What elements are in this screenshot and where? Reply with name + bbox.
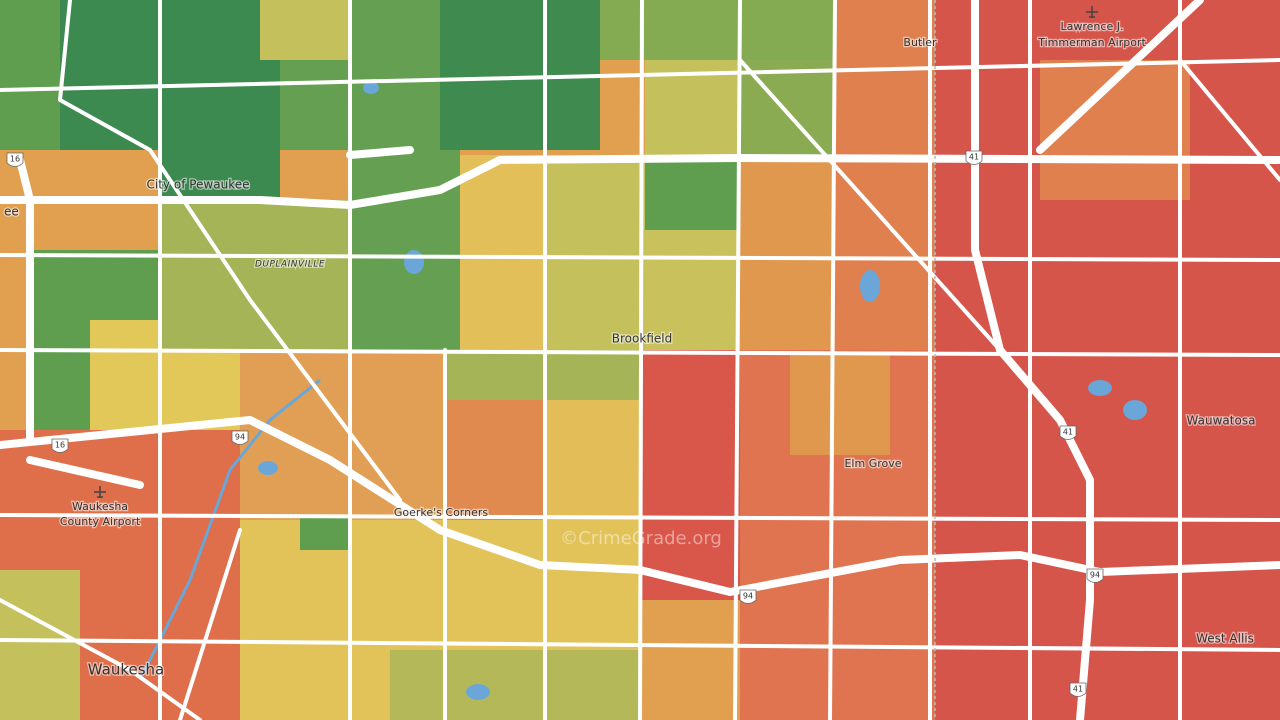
region (445, 400, 545, 520)
shield-badge (1059, 425, 1077, 440)
highway-shield: 94 (739, 589, 757, 604)
shield-badge (231, 430, 249, 445)
region (600, 0, 840, 60)
road (178, 528, 242, 720)
place-label: West Allis (1196, 632, 1254, 646)
lake (860, 270, 880, 302)
lake (1088, 380, 1112, 396)
lake (404, 250, 424, 274)
place-label: Lawrence J. (1061, 20, 1124, 33)
airport-icon (94, 486, 106, 498)
highway (346, 146, 414, 159)
shield-number: 41 (969, 153, 979, 162)
shield-number: 41 (1073, 685, 1083, 694)
region (645, 230, 740, 350)
place-label: Timmerman Airport (1037, 36, 1146, 49)
place-label: ee (4, 205, 19, 219)
shield-badge (739, 589, 757, 604)
region (790, 355, 890, 455)
highway (0, 154, 1280, 209)
shield-number: 41 (1063, 428, 1073, 437)
region (460, 155, 545, 350)
region (0, 0, 60, 150)
highway-shield: 41 (965, 150, 983, 165)
highway-shield: 16 (51, 438, 69, 453)
place-label: County Airport (60, 515, 141, 528)
shield-badge (51, 438, 69, 453)
highway-shield: 94 (1086, 568, 1104, 583)
region (160, 200, 350, 350)
watermark: ©CrimeGrade.org (560, 528, 722, 549)
shield-badge (1086, 568, 1104, 583)
highway (971, 0, 1094, 720)
highway-shield: 94 (231, 430, 249, 445)
lake (466, 684, 490, 700)
place-label: City of Pewaukee (147, 178, 250, 192)
region (645, 160, 740, 230)
place-label: Waukesha (72, 500, 128, 513)
place-label: Wauwatosa (1187, 414, 1256, 428)
road (738, 58, 1002, 352)
labels: Butler Lawrence J. Timmerman Airport City o… (3, 6, 1257, 697)
road (638, 0, 644, 720)
shield-badge (1069, 682, 1087, 697)
highway (0, 416, 1280, 596)
region (0, 570, 80, 720)
region (350, 150, 460, 350)
highway-shield: 41 (1069, 682, 1087, 697)
shield-number: 94 (1090, 571, 1100, 580)
shield-number: 16 (10, 155, 20, 164)
lake (258, 461, 278, 475)
region (445, 350, 640, 400)
region (260, 0, 350, 60)
place-label: Butler (903, 36, 937, 49)
road (58, 0, 402, 502)
lake (1123, 400, 1147, 420)
region (740, 160, 835, 350)
shield-badge (6, 152, 24, 167)
road (1178, 58, 1280, 182)
highway (1036, 0, 1204, 154)
region (545, 400, 640, 520)
region (545, 155, 645, 350)
shield-badge (965, 150, 983, 165)
highway (26, 456, 144, 489)
airport-icon (1086, 6, 1098, 18)
shield-number: 94 (235, 433, 245, 442)
place-label: DUPLAINVILLE (255, 260, 325, 270)
river (138, 378, 321, 681)
highway-shield: 41 (1059, 425, 1077, 440)
place-label: Goerke's Corners (394, 506, 489, 519)
region (390, 650, 640, 720)
lake (363, 82, 379, 94)
region (640, 350, 740, 600)
shield-number: 94 (743, 592, 753, 601)
place-label: Waukesha (88, 661, 164, 679)
shield-number: 16 (55, 441, 65, 450)
region (835, 0, 935, 360)
place-label: Elm Grove (844, 457, 901, 470)
road (733, 0, 742, 720)
place-label: Brookfield (612, 332, 672, 346)
region (300, 515, 350, 550)
road (0, 598, 202, 720)
region (240, 350, 445, 520)
road (828, 0, 837, 720)
highway-shield: 16 (6, 152, 24, 167)
